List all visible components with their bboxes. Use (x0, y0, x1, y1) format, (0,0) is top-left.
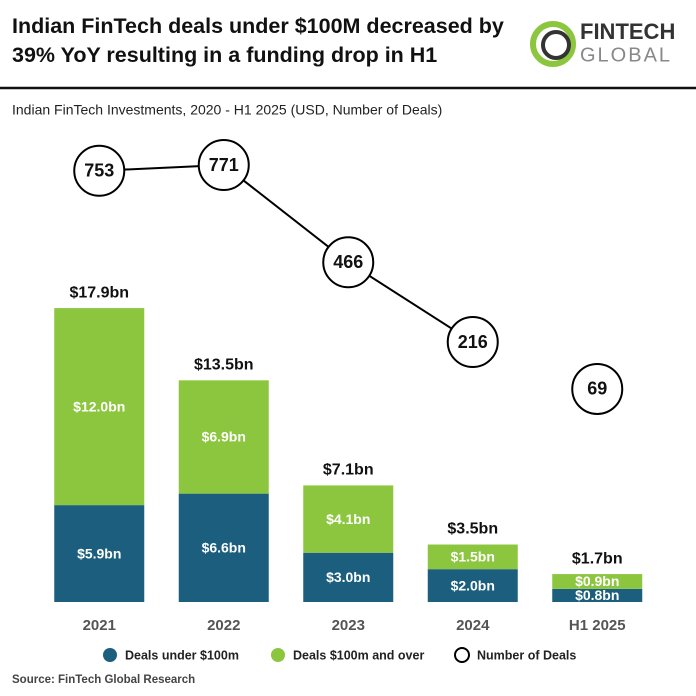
bar (178, 380, 269, 494)
legend-label: Deals $100m and over (293, 648, 424, 662)
deal-connector (223, 164, 349, 264)
logo-ring (530, 21, 576, 67)
legend-marker (103, 648, 117, 662)
x-tick-label: 2023 (332, 617, 365, 634)
legend-label: Number of Deals (477, 648, 576, 662)
legend-marker (271, 648, 285, 662)
logo-ring-inner (541, 30, 571, 60)
total-label: $13.5bn (194, 357, 254, 374)
legend-marker (454, 647, 470, 663)
deal-label: 771 (209, 155, 239, 175)
bar (552, 574, 643, 589)
bar-label: $6.6bn (202, 540, 246, 556)
subtitle: Indian FinTech Investments, 2020 - H1 20… (12, 102, 442, 118)
bar (303, 552, 394, 602)
deal-marker (446, 316, 499, 369)
logo: FINTECH GLOBAL (530, 19, 675, 67)
x-tick-label: 2021 (83, 617, 116, 634)
bar (427, 544, 518, 570)
bar (303, 485, 394, 553)
total-label: $3.5bn (447, 521, 498, 538)
x-tick-label: 2024 (456, 617, 490, 634)
bar-label: $6.9bn (202, 429, 246, 445)
total-label: $17.9bn (69, 284, 129, 301)
bar-label: $4.1bn (326, 511, 370, 527)
total-label: $1.7bn (572, 550, 623, 567)
bar-label: $12.0bn (73, 398, 125, 414)
legend-label: Deals under $100m (125, 648, 239, 662)
bar (178, 493, 269, 602)
bar (54, 505, 145, 602)
bar-label: $3.0bn (326, 569, 370, 585)
deal-label: 753 (84, 160, 114, 180)
deal-marker (73, 144, 126, 197)
deal-marker (322, 236, 375, 289)
bar-label: $0.9bn (575, 573, 619, 589)
deal-label: 466 (333, 252, 363, 272)
x-tick-label: H1 2025 (569, 617, 626, 634)
deal-marker (197, 139, 250, 191)
deal-label: 216 (458, 332, 488, 352)
total-label: $7.1bn (323, 462, 374, 479)
deal-label: 69 (587, 379, 607, 399)
bar (552, 588, 643, 602)
bar-label: $0.8bn (575, 587, 619, 603)
logo-text: GLOBAL (580, 44, 672, 66)
bar-label: $1.5bn (451, 549, 495, 565)
x-tick-label: 2022 (207, 617, 240, 634)
logo-text: FINTECH (580, 19, 675, 44)
deal-marker (571, 362, 624, 415)
source: Source: FinTech Global Research (12, 674, 195, 686)
bar (427, 569, 518, 602)
bar-label: $5.9bn (77, 545, 121, 561)
bar (54, 308, 145, 506)
bar-label: $2.0bn (451, 577, 495, 593)
chart-title: Indian FinTech deals under $100M decreas… (12, 14, 504, 67)
